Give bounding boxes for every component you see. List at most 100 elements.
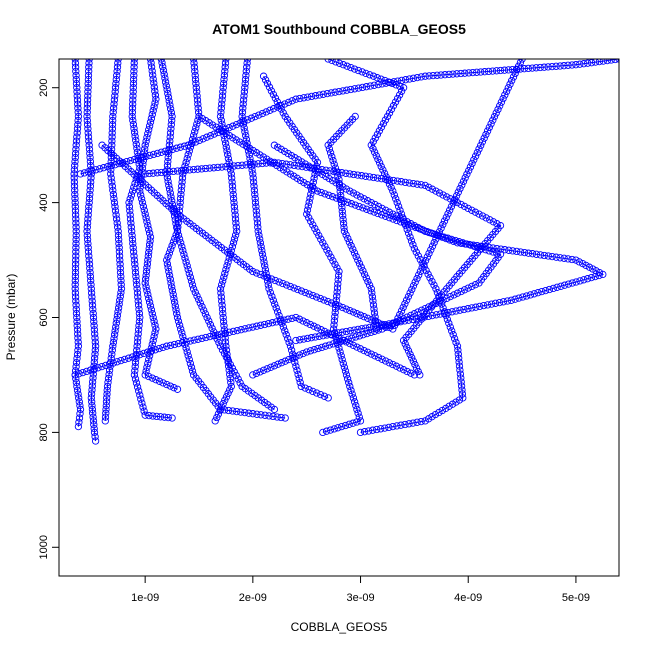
data-point — [324, 59, 332, 63]
data-point — [182, 338, 190, 346]
data-point — [219, 400, 227, 408]
data-point — [572, 61, 580, 69]
data-point — [249, 371, 257, 379]
data-point — [332, 194, 341, 202]
data-point — [345, 238, 354, 246]
data-point — [184, 141, 192, 149]
data-point — [164, 252, 172, 261]
data-point — [335, 87, 343, 96]
data-point — [218, 127, 226, 135]
data-point — [219, 313, 227, 322]
data-point — [572, 278, 580, 286]
data-point — [371, 317, 379, 325]
data-point — [89, 409, 97, 417]
data-point — [524, 249, 533, 257]
data-point — [139, 202, 148, 211]
x-tick-label: 2e-09 — [239, 592, 267, 604]
data-point — [164, 93, 173, 101]
data-point — [281, 357, 289, 365]
data-point — [134, 330, 142, 338]
data-point — [368, 293, 377, 301]
data-point — [406, 233, 414, 241]
data-point — [221, 63, 229, 71]
data-point — [72, 141, 80, 149]
data-point — [165, 271, 174, 280]
data-point — [331, 260, 339, 269]
data-point — [121, 355, 129, 364]
data-point — [331, 300, 339, 309]
data-point — [545, 285, 554, 294]
data-point — [169, 145, 177, 153]
data-point — [242, 131, 250, 140]
data-point — [504, 84, 512, 92]
data-point — [84, 79, 92, 88]
data-point — [338, 207, 346, 216]
data-point — [364, 314, 372, 322]
data-point — [161, 74, 169, 82]
data-point — [330, 160, 338, 168]
data-point — [217, 330, 226, 338]
data-point — [370, 148, 379, 156]
data-point — [340, 363, 349, 371]
data-point — [540, 251, 548, 260]
data-point — [251, 112, 259, 121]
data-point — [424, 270, 432, 278]
data-point — [516, 248, 525, 256]
data-point — [362, 274, 370, 282]
data-point — [557, 282, 565, 290]
data-point — [107, 174, 115, 182]
y-tick-label: 1000 — [38, 535, 50, 559]
data-point — [396, 364, 404, 372]
data-point — [350, 326, 358, 334]
data-point — [266, 106, 274, 114]
data-point — [258, 159, 266, 168]
data-point — [90, 428, 99, 437]
data-point — [190, 63, 199, 71]
data-point — [365, 281, 374, 289]
data-point — [407, 369, 415, 377]
data-point — [346, 327, 354, 335]
data-point — [88, 382, 96, 390]
data-point — [405, 75, 414, 83]
data-point — [461, 174, 469, 182]
data-point — [166, 129, 175, 137]
data-point — [443, 294, 451, 303]
data-point — [146, 237, 154, 245]
data-point — [85, 63, 93, 71]
data-point — [385, 214, 394, 222]
data-point — [395, 91, 404, 99]
data-point — [114, 59, 122, 67]
data-point — [352, 333, 360, 341]
data-point — [342, 305, 350, 313]
data-point — [89, 413, 97, 421]
data-point — [71, 260, 80, 268]
data-point — [160, 70, 168, 78]
data-point — [85, 194, 94, 203]
data-point — [296, 378, 304, 387]
data-point — [174, 219, 182, 227]
data-point — [71, 264, 80, 272]
data-point — [385, 176, 394, 184]
data-point — [465, 166, 473, 175]
data-point — [128, 108, 137, 116]
data-point — [402, 296, 411, 304]
data-point — [503, 297, 512, 305]
data-point — [199, 135, 207, 143]
data-point — [163, 260, 172, 268]
data-point — [296, 94, 304, 103]
data-point — [344, 198, 352, 206]
data-point — [224, 406, 233, 415]
data-point — [268, 319, 277, 327]
data-point — [73, 354, 81, 363]
data-point — [150, 332, 158, 341]
data-point — [72, 297, 80, 305]
data-point — [127, 191, 136, 199]
data-point — [111, 88, 119, 96]
data-point — [409, 74, 418, 82]
data-point — [401, 317, 409, 325]
data-point — [373, 74, 381, 82]
data-point — [398, 76, 406, 85]
data-point — [285, 355, 293, 364]
data-point — [339, 359, 347, 368]
data-point — [71, 293, 80, 301]
